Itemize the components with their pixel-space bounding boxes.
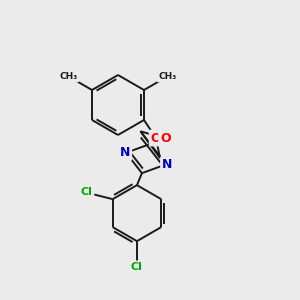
Text: O: O [151, 131, 161, 145]
Text: CH₃: CH₃ [59, 72, 78, 81]
Text: O: O [160, 132, 171, 145]
Text: N: N [120, 146, 130, 159]
Text: Cl: Cl [131, 262, 143, 272]
Text: Cl: Cl [81, 187, 93, 197]
Text: N: N [162, 158, 172, 171]
Text: CH₃: CH₃ [158, 72, 176, 81]
